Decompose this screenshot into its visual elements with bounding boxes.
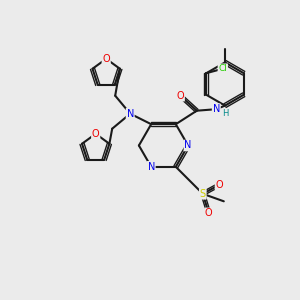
Text: S: S xyxy=(200,189,206,199)
Text: H: H xyxy=(222,109,229,118)
Text: N: N xyxy=(184,140,192,151)
Text: N: N xyxy=(213,104,220,114)
Text: Cl: Cl xyxy=(218,64,227,73)
Text: O: O xyxy=(205,208,213,218)
Text: O: O xyxy=(92,129,100,139)
Text: O: O xyxy=(102,54,110,64)
Text: O: O xyxy=(176,91,184,101)
Text: O: O xyxy=(215,180,223,190)
Text: N: N xyxy=(127,109,134,119)
Text: N: N xyxy=(148,162,155,172)
